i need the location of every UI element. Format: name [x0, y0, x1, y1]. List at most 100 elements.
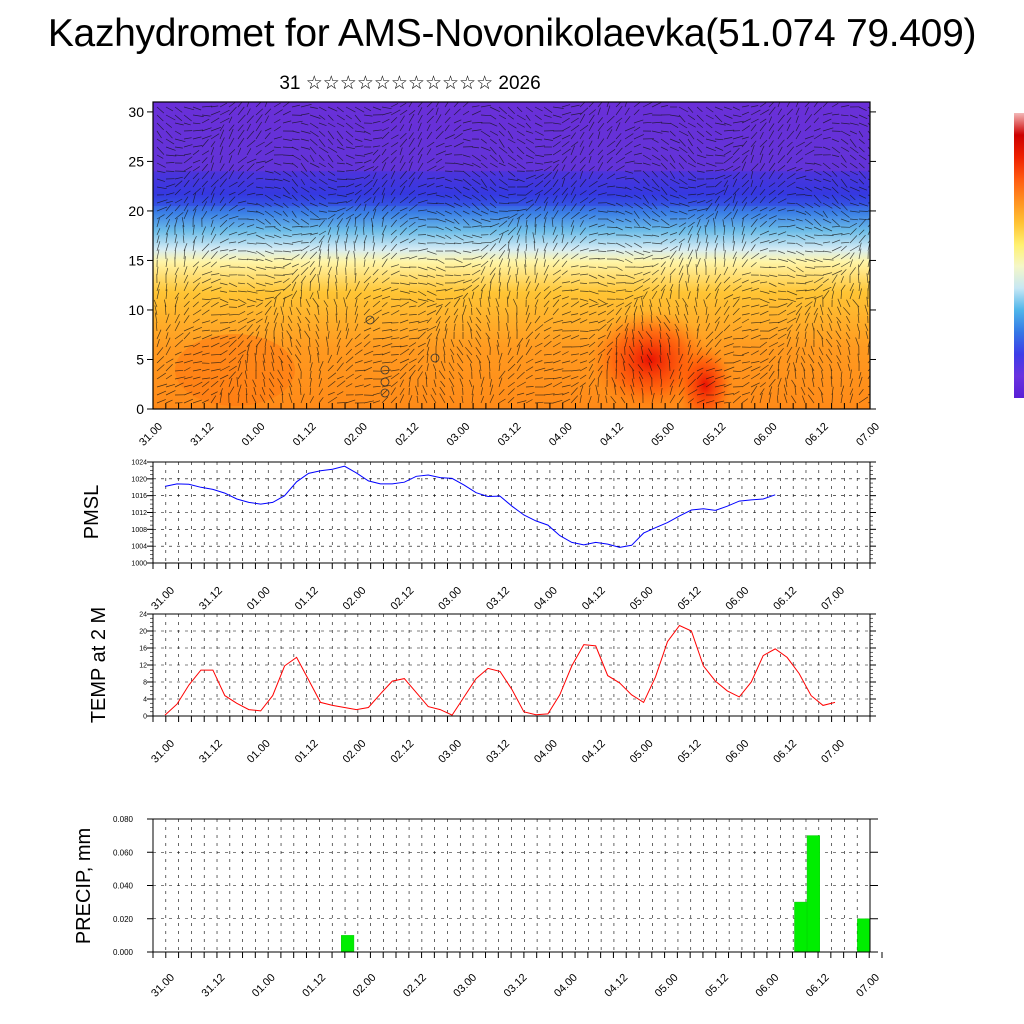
wind-vector [777, 225, 788, 228]
wind-vector [822, 112, 833, 116]
wind-vector [615, 186, 627, 189]
wind-vector [183, 122, 191, 126]
wind-vector [318, 265, 322, 276]
wind-vector [525, 305, 530, 316]
wind-vector [606, 226, 617, 228]
wind-vector [426, 274, 436, 278]
wind-vector [695, 249, 698, 260]
wind-vector [426, 325, 437, 332]
wind-vector [498, 186, 509, 191]
wind-vector [723, 284, 731, 292]
wind-vector [777, 250, 786, 254]
wind-vector [408, 147, 416, 156]
wind-vector [615, 122, 621, 132]
wind-vector [525, 203, 535, 212]
wind-vector [849, 186, 860, 192]
wind-vector [219, 188, 225, 196]
wind-vector [287, 323, 293, 332]
wind-vector [750, 334, 761, 340]
wind-vector [705, 306, 708, 316]
wind-vector [588, 197, 596, 204]
wind-vector [354, 360, 363, 364]
wind-vector [399, 335, 409, 340]
wind-vector [305, 316, 311, 324]
wind-vector [165, 289, 168, 300]
x-tick-label: 03.00 [444, 421, 472, 449]
calm-marker [365, 315, 375, 325]
wind-vector [678, 138, 686, 147]
wind-vector [588, 189, 597, 196]
wind-vector [228, 357, 237, 364]
wind-vector [628, 354, 635, 364]
wind-vector [444, 202, 455, 208]
wind-vector [516, 281, 520, 292]
wind-vector [273, 109, 283, 116]
wind-vector [246, 282, 256, 289]
wind-vector [507, 154, 517, 162]
wind-vector [273, 296, 277, 308]
wind-vector [588, 102, 595, 108]
wind-vector [840, 138, 849, 145]
wind-vector [462, 292, 469, 300]
wind-vector [282, 296, 286, 308]
wind-vector [336, 320, 341, 332]
wind-vector [804, 312, 810, 324]
wind-vector [534, 138, 543, 141]
wind-vector [345, 356, 354, 364]
wind-vector [295, 339, 302, 348]
wind-vector [561, 289, 572, 292]
wind-vector [183, 248, 186, 260]
wind-vector [390, 196, 396, 204]
wind-vector [165, 170, 175, 172]
wind-vector [435, 298, 445, 301]
x-tick-label: 31.00 [149, 738, 177, 766]
wind-vector [804, 331, 807, 340]
wind-vector [741, 318, 750, 324]
wind-vector [282, 120, 292, 124]
wind-vector [561, 302, 569, 308]
wind-vector [381, 187, 386, 196]
wind-vector [353, 241, 356, 252]
wind-vector [741, 226, 745, 236]
wind-vector [597, 233, 609, 236]
wind-vector [732, 114, 742, 118]
wind-vector [489, 218, 501, 221]
wind-vector [606, 210, 618, 213]
wind-vector [422, 385, 428, 396]
wind-vector [813, 218, 822, 227]
wind-vector [480, 170, 489, 177]
wind-vector [615, 274, 625, 276]
wind-vector [649, 386, 653, 396]
wind-vector [466, 354, 473, 364]
wind-vector [466, 321, 473, 332]
wind-vector [219, 374, 229, 380]
wind-vector [651, 210, 661, 218]
wind-vector [156, 199, 168, 204]
wind-vector [417, 107, 423, 116]
wind-vector [475, 323, 482, 332]
wind-vector [813, 242, 823, 246]
wind-vector [705, 323, 711, 332]
wind-vector [327, 391, 335, 396]
wind-vector [462, 186, 470, 191]
wind-vector [579, 311, 589, 316]
wind-vector [642, 146, 651, 150]
wind-vector [156, 162, 166, 168]
wind-vector [156, 390, 167, 396]
wind-vector [597, 210, 608, 213]
wind-vector [597, 394, 600, 404]
wind-vector [327, 380, 336, 388]
x-tick-label: 05.00 [649, 421, 677, 449]
wind-vector [174, 351, 182, 356]
wind-vector [318, 162, 326, 168]
wind-vector [588, 333, 596, 340]
wind-vector [705, 275, 710, 284]
wind-vector [282, 234, 292, 238]
wind-vector [624, 218, 632, 223]
wind-vector [408, 342, 417, 348]
wind-vector [813, 178, 822, 183]
wind-vector [372, 268, 379, 276]
wind-vector [277, 378, 284, 388]
wind-vector [282, 250, 292, 253]
wind-vector [363, 327, 372, 332]
